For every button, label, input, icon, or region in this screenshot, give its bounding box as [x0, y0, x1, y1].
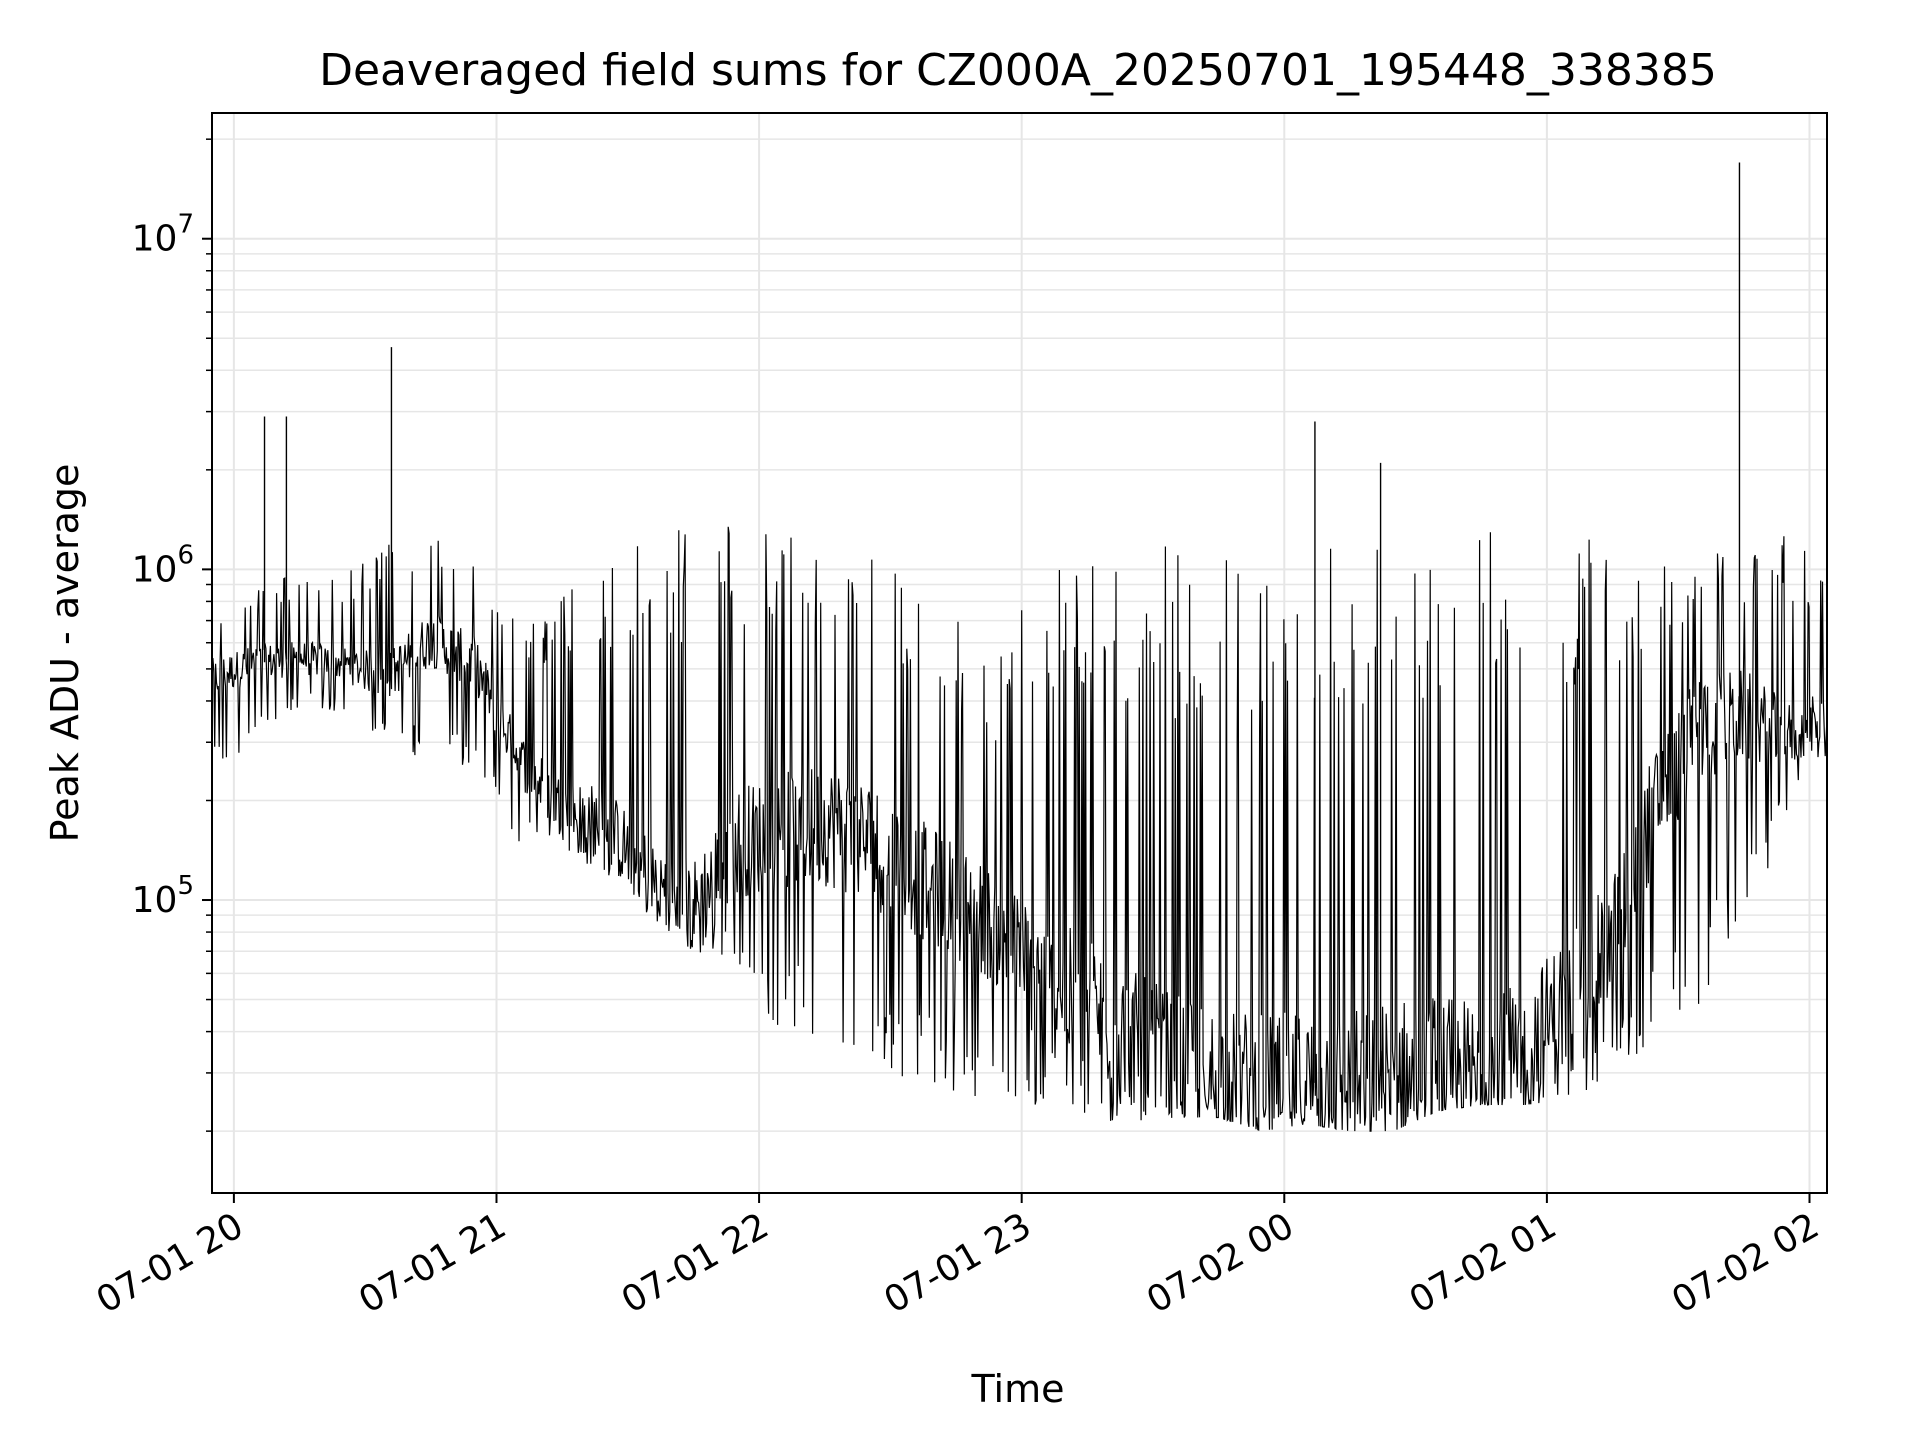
x-tick-label: 07-02 01	[1403, 1205, 1564, 1321]
y-tick-label: 105	[132, 871, 194, 921]
x-tick-label: 07-01 21	[352, 1205, 513, 1321]
x-tick-label: 07-01 20	[90, 1205, 251, 1321]
x-axis-label: Time	[971, 1367, 1065, 1411]
x-tick-label: 07-02 00	[1140, 1205, 1301, 1321]
chart-title: Deaveraged field sums for CZ000A_2025070…	[319, 45, 1717, 96]
x-tick-label: 07-01 22	[615, 1205, 776, 1321]
y-tick-label: 107	[132, 210, 194, 260]
y-axis-label: Peak ADU - average	[43, 464, 87, 843]
y-tick-label: 106	[132, 540, 194, 590]
data-layer	[211, 162, 1828, 1132]
x-tick-label: 07-02 02	[1665, 1205, 1826, 1321]
series-line	[211, 526, 1828, 1132]
plot-frame	[211, 112, 1828, 1194]
x-tick-label: 07-01 23	[878, 1205, 1039, 1321]
